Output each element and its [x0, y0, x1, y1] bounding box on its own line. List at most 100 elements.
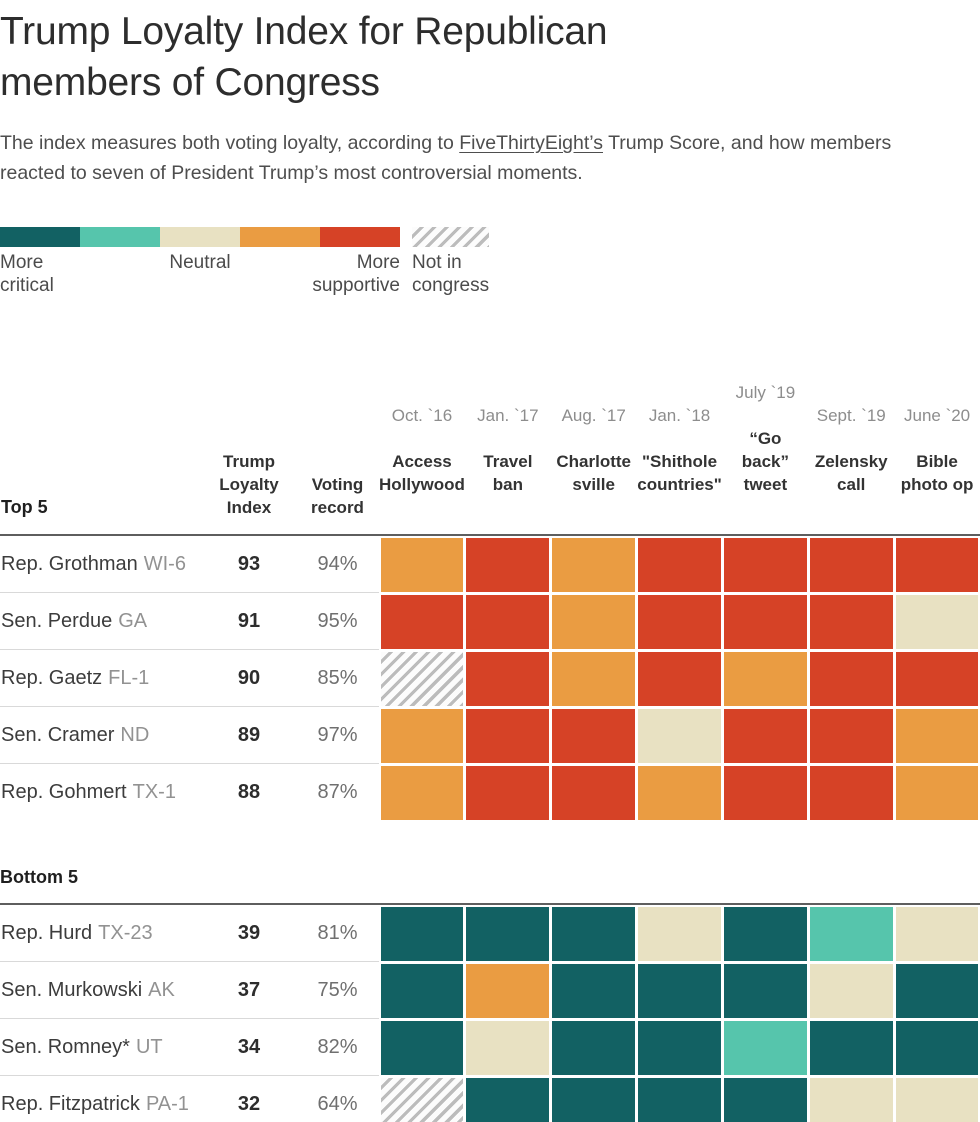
heat-chip	[895, 708, 979, 763]
legend-swatch-not-in-congress	[412, 227, 489, 247]
bottom5-table-body: Rep. Hurd TX-23 39 81% Sen. Murkowski AK 37 75%…	[0, 903, 980, 1122]
col-date: Sept. `19	[816, 406, 886, 425]
col-event: Travel ban	[483, 452, 533, 494]
member-district: ND	[120, 723, 150, 746]
legend-label-not-in-congress: Not in congress	[412, 252, 490, 296]
heat-chip	[895, 651, 979, 706]
member-name: Sen. Murkowski	[1, 978, 143, 1001]
member-name: Rep. Hurd	[1, 921, 93, 944]
heat-chip	[466, 906, 550, 961]
col-event: Bible photo op	[900, 452, 974, 494]
heat-cell-neutral	[465, 1019, 551, 1076]
section-label-top5: Top 5	[1, 497, 48, 517]
heat-cell-teal-dark	[808, 1019, 894, 1076]
heat-cell-red	[894, 650, 980, 707]
heat-chip	[895, 963, 979, 1018]
heat-chip	[638, 906, 721, 961]
heat-cell-red	[894, 536, 980, 593]
heat-cell-teal-dark	[551, 1076, 637, 1122]
loyalty-index-value: 37	[202, 962, 296, 1019]
table-header: Top 5 Trump Loyalty Index Voting record …	[0, 358, 980, 534]
heat-cell-teal-dark	[379, 905, 465, 962]
heat-cell-teal-dark	[465, 905, 551, 962]
fivethirtyeight-link[interactable]: FiveThirtyEight’s	[459, 132, 603, 154]
heat-chip	[895, 594, 979, 649]
heat-chip	[380, 537, 464, 592]
heat-cell-neutral	[637, 905, 723, 962]
heat-cell-red	[722, 593, 808, 650]
table-row: Rep. Grothman WI-6 93 94%	[0, 536, 980, 593]
loyalty-index-value: 88	[237, 781, 261, 803]
heat-chip	[552, 594, 635, 649]
heat-cell-teal-dark	[722, 1076, 808, 1122]
table-row: Sen. Perdue GA 91 95%	[0, 593, 980, 650]
heat-cell-red	[551, 707, 637, 764]
heat-cell-neutral	[637, 707, 723, 764]
heat-cell-red	[808, 707, 894, 764]
col-event: "Shithole countries"	[637, 452, 722, 494]
heat-cell-neutral	[808, 1076, 894, 1122]
heat-chip	[638, 594, 721, 649]
heat-cell-red	[551, 764, 637, 821]
member-name: Sen. Perdue	[1, 609, 113, 632]
voting-record-value: 85%	[296, 650, 379, 707]
col-event: Access Hollywood	[379, 452, 465, 494]
heat-chip	[380, 906, 464, 961]
heat-chip	[466, 708, 550, 763]
col-header-charlottesville: Aug. `17 Charlotte sville	[551, 381, 637, 519]
heat-chip	[552, 1077, 635, 1122]
color-legend: More critical Neutral More supportive No…	[0, 227, 980, 301]
heat-cell-teal-dark	[894, 962, 980, 1019]
member-district: TX-23	[98, 921, 153, 944]
legend-label-more-supportive: More supportive	[312, 252, 400, 296]
col-date: June `20	[903, 406, 971, 425]
legend-swatch-critical	[80, 227, 160, 247]
heat-chip	[380, 963, 464, 1018]
legend-swatch-supportive	[240, 227, 320, 247]
member-name-cell: Sen. Romney* UT	[0, 1019, 202, 1076]
heat-cell-orange	[379, 536, 465, 593]
voting-record-value: 95%	[296, 593, 379, 650]
member-district: FL-1	[108, 666, 150, 689]
heat-cell-red	[808, 764, 894, 821]
table-row: Rep. Gohmert TX-1 88 87%	[0, 764, 980, 821]
member-name: Rep. Fitzpatrick	[1, 1092, 140, 1115]
heat-cell-neutral	[894, 593, 980, 650]
heat-chip	[380, 708, 464, 763]
member-name: Sen. Cramer	[1, 723, 115, 746]
heat-chip	[638, 1020, 721, 1075]
legend-label-more-critical: More critical	[0, 252, 54, 296]
heat-chip	[809, 765, 893, 820]
legend-swatch-most-supportive	[320, 227, 400, 247]
member-name-cell: Rep. Fitzpatrick PA-1	[0, 1076, 202, 1122]
legend-color-bar	[0, 227, 490, 247]
loyalty-index-value: 93	[202, 536, 296, 593]
member-district: AK	[148, 978, 175, 1001]
heat-chip	[638, 708, 721, 763]
table-row: Rep. Hurd TX-23 39 81%	[0, 905, 980, 962]
heat-chip	[466, 537, 550, 592]
heat-cell-orange	[894, 764, 980, 821]
heat-chip	[809, 594, 893, 649]
member-district: UT	[135, 1035, 163, 1058]
heat-cell-not-in-congress	[379, 650, 465, 707]
heat-chip	[724, 537, 807, 592]
heat-chip	[895, 765, 979, 820]
legend-swatch-most-critical	[0, 227, 80, 247]
heat-chip	[552, 963, 635, 1018]
heat-chip	[552, 1020, 635, 1075]
heat-cell-red	[722, 764, 808, 821]
heat-cell-teal-dark	[722, 962, 808, 1019]
heat-chip	[809, 651, 893, 706]
heat-cell-teal-dark	[551, 1019, 637, 1076]
heat-cell-teal-light	[722, 1019, 808, 1076]
col-date: Aug. `17	[561, 406, 626, 425]
voting-record-value: 94%	[296, 536, 379, 593]
heat-chip	[552, 906, 635, 961]
heat-cell-red	[465, 650, 551, 707]
member-name: Sen. Romney*	[1, 1035, 130, 1058]
col-header-access-hollywood: Oct. `16 Access Hollywood	[379, 381, 465, 519]
legend-swatch-neutral	[160, 227, 240, 247]
heat-cell-red	[465, 593, 551, 650]
heat-cell-teal-dark	[379, 1019, 465, 1076]
